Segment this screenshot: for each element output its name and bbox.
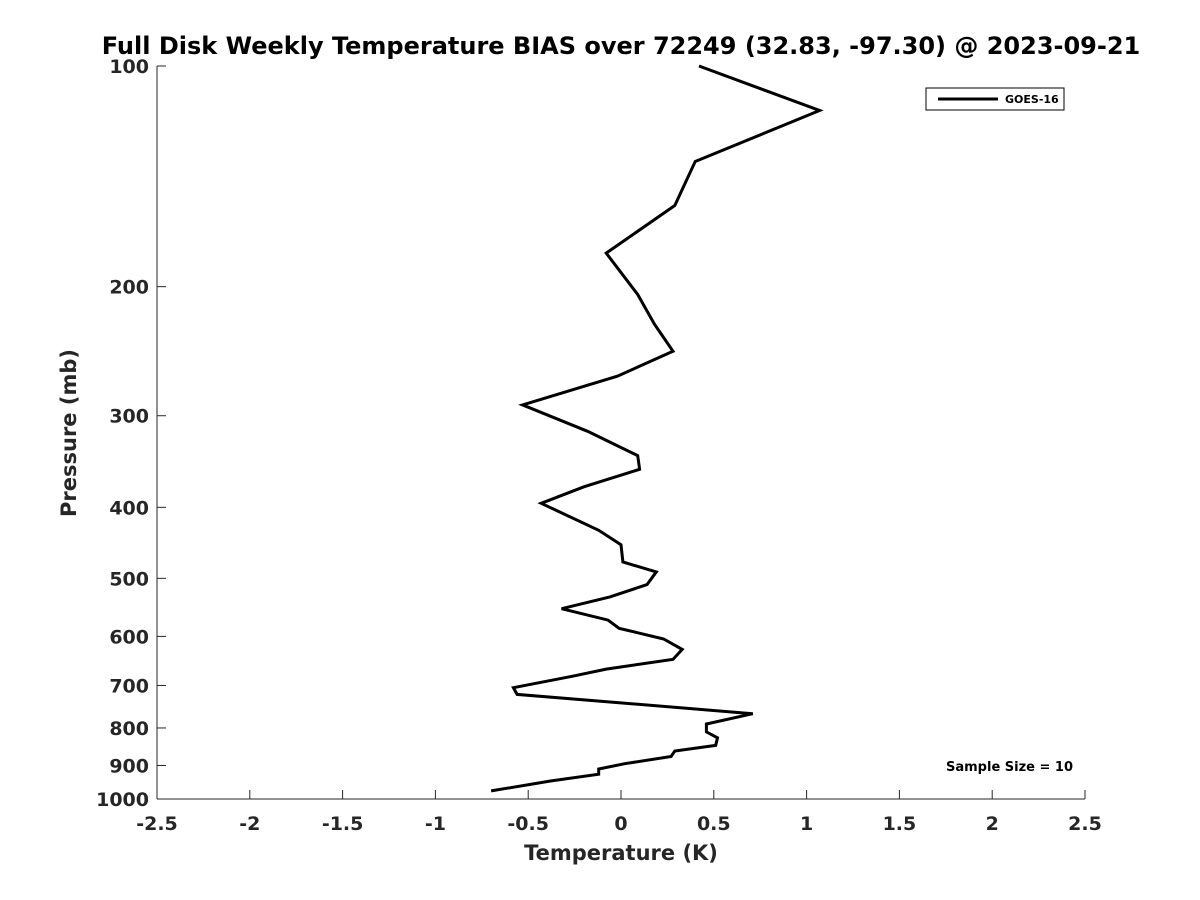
x-axis-label: Temperature (K) — [524, 841, 718, 865]
series-line-goes-16 — [490, 64, 824, 793]
ticks: -2.5 -2 -1.5 -1 -0.5 0 0.5 1 1.5 2 2.5 100 200 300 400… — [96, 56, 1102, 835]
legend: GOES-16 — [925, 87, 1065, 111]
x-tick-label: 1.5 — [883, 813, 917, 835]
y-tick-label: 100 — [109, 56, 149, 78]
x-tick-label: -1.5 — [322, 813, 364, 835]
x-tick-label: 2.5 — [1068, 813, 1102, 835]
x-tick-label: -1 — [425, 813, 446, 835]
x-tick-label: 1 — [800, 813, 813, 835]
y-tick-label: 400 — [109, 497, 149, 519]
x-tick-label: -2.5 — [136, 813, 178, 835]
x-tick-label: 2 — [986, 813, 999, 835]
x-tick-label: 0.5 — [697, 813, 731, 835]
y-tick-label: 500 — [109, 568, 149, 590]
y-tick-label: 800 — [109, 718, 149, 740]
legend-label-goes-16: GOES-16 — [1005, 93, 1059, 106]
y-tick-label: 900 — [109, 755, 149, 777]
y-tick-label: 200 — [109, 277, 149, 299]
sample-size-annotation: Sample Size = 10 — [946, 760, 1073, 775]
y-tick-label: 1000 — [96, 789, 149, 811]
y-tick-label: 600 — [109, 626, 149, 648]
y-axis-label: Pressure (mb) — [57, 349, 81, 517]
x-tick-label: -2 — [239, 813, 260, 835]
chart-title: Full Disk Weekly Temperature BIAS over 7… — [102, 32, 1141, 60]
x-tick-label: -0.5 — [507, 813, 549, 835]
series-layer — [490, 64, 824, 793]
y-tick-label: 700 — [109, 675, 149, 697]
y-tick-label: 300 — [109, 406, 149, 428]
x-tick-label: 0 — [614, 813, 627, 835]
